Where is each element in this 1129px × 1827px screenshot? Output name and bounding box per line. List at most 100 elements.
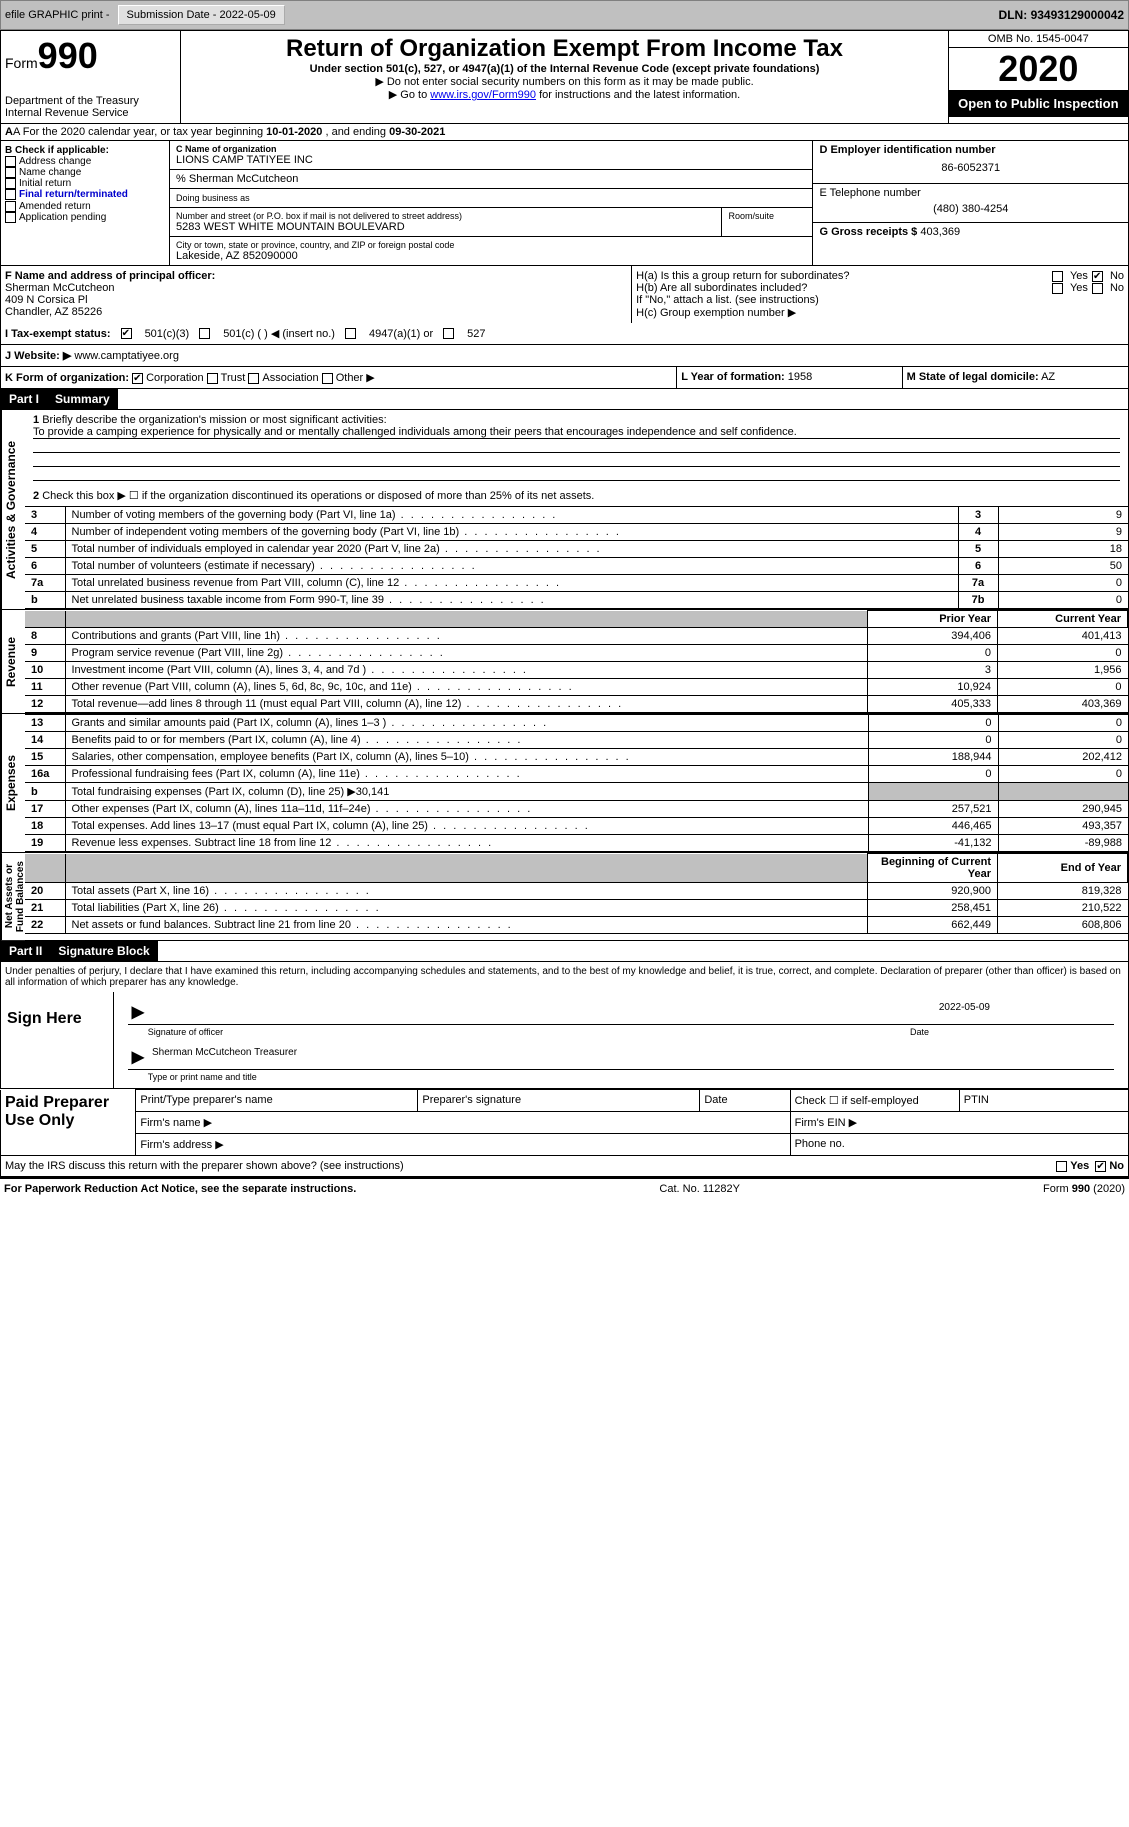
instr-1: ▶ Do not enter social security numbers o… bbox=[185, 75, 943, 88]
room-label: Room/suite bbox=[728, 211, 806, 221]
sig-date-value: 2022-05-09 bbox=[939, 1002, 990, 1022]
table-row: 14Benefits paid to or for members (Part … bbox=[25, 732, 1128, 749]
website-value: www.camptatiyee.org bbox=[74, 350, 179, 362]
table-row: 3Number of voting members of the governi… bbox=[25, 507, 1128, 524]
chk-final-return[interactable]: Final return/terminated bbox=[5, 189, 165, 200]
chk-4947[interactable] bbox=[345, 328, 356, 339]
h-a: H(a) Is this a group return for subordin… bbox=[636, 270, 1124, 282]
firm-phone-label: Phone no. bbox=[790, 1134, 1128, 1156]
table-row: 7aTotal unrelated business revenue from … bbox=[25, 575, 1128, 592]
section-expenses: Expenses 13Grants and similar amounts pa… bbox=[0, 714, 1129, 853]
table-row: 16aProfessional fundraising fees (Part I… bbox=[25, 766, 1128, 783]
officer-addr1: 409 N Corsica Pl bbox=[5, 294, 627, 306]
chk-corp[interactable] bbox=[132, 373, 143, 384]
g-gross-label: G Gross receipts $ bbox=[819, 226, 917, 238]
vlabel-governance: Activities & Governance bbox=[1, 410, 25, 609]
e-phone-label: E Telephone number bbox=[819, 187, 1122, 199]
officer-name: Sherman McCutcheon bbox=[5, 282, 627, 294]
prep-ptin-label: PTIN bbox=[959, 1090, 1128, 1112]
chk-initial-return[interactable]: Initial return bbox=[5, 178, 165, 189]
discuss-yes[interactable] bbox=[1056, 1161, 1067, 1172]
dept-treasury: Department of the Treasury Internal Reve… bbox=[5, 95, 176, 119]
table-row: 15Salaries, other compensation, employee… bbox=[25, 749, 1128, 766]
dln: DLN: 93493129000042 bbox=[999, 8, 1124, 22]
section-revenue: Revenue Prior YearCurrent Year 8Contribu… bbox=[0, 610, 1129, 714]
signature-block: Sign Here ▶ 2022-05-09 Signature of offic… bbox=[0, 992, 1129, 1089]
street-value: 5283 WEST WHITE MOUNTAIN BOULEVARD bbox=[176, 221, 715, 233]
officer-addr2: Chandler, AZ 85226 bbox=[5, 306, 627, 318]
mission-text: To provide a camping experience for phys… bbox=[33, 426, 1120, 439]
ha-no[interactable] bbox=[1092, 271, 1103, 282]
chk-name-change[interactable]: Name change bbox=[5, 167, 165, 178]
vlabel-expenses: Expenses bbox=[1, 714, 25, 852]
gross-receipts-value: 403,369 bbox=[920, 226, 960, 238]
table-row: 17Other expenses (Part IX, column (A), l… bbox=[25, 801, 1128, 818]
form990-link[interactable]: www.irs.gov/Form990 bbox=[430, 89, 536, 101]
table-row: bTotal fundraising expenses (Part IX, co… bbox=[25, 783, 1128, 801]
paid-preparer-table: Paid Preparer Use Only Print/Type prepar… bbox=[0, 1089, 1129, 1156]
submission-date-button[interactable]: Submission Date - 2022-05-09 bbox=[118, 5, 285, 25]
h-c: H(c) Group exemption number ▶ bbox=[636, 306, 1124, 319]
chk-assoc[interactable] bbox=[248, 373, 259, 384]
table-row: 13Grants and similar amounts paid (Part … bbox=[25, 715, 1128, 732]
org-name: LIONS CAMP TATIYEE INC bbox=[176, 154, 806, 166]
form-header: Form990 Department of the Treasury Inter… bbox=[0, 30, 1129, 124]
efile-label: efile GRAPHIC print - bbox=[5, 9, 110, 21]
arrow-icon: ▶ bbox=[132, 1047, 144, 1067]
hb-yes[interactable] bbox=[1052, 283, 1063, 294]
part-i-header: Part I Summary bbox=[0, 389, 1129, 410]
chk-amended[interactable]: Amended return bbox=[5, 201, 165, 212]
chk-501c[interactable] bbox=[199, 328, 210, 339]
discuss-no[interactable] bbox=[1095, 1161, 1106, 1172]
chk-501c3[interactable] bbox=[121, 328, 132, 339]
firm-ein-label: Firm's EIN ▶ bbox=[790, 1112, 1128, 1134]
chk-application-pending[interactable]: Application pending bbox=[5, 212, 165, 223]
chk-other[interactable] bbox=[322, 373, 333, 384]
phone-value: (480) 380-4254 bbox=[819, 199, 1122, 219]
h-b: H(b) Are all subordinates included? Yes … bbox=[636, 282, 1124, 294]
header-block-bcdefg: B Check if applicable: Address change Na… bbox=[0, 141, 1129, 265]
row-i-tax-exempt: I Tax-exempt status: 501(c)(3) 501(c) ( … bbox=[0, 323, 1129, 345]
prep-check-label: Check ☐ if self-employed bbox=[790, 1090, 959, 1112]
paid-preparer-label: Paid Preparer Use Only bbox=[1, 1090, 136, 1156]
form-subtitle: Under section 501(c), 527, or 4947(a)(1)… bbox=[185, 63, 943, 75]
table-row: 12Total revenue—add lines 8 through 11 (… bbox=[25, 696, 1128, 713]
city-value: Lakeside, AZ 852090000 bbox=[176, 250, 806, 262]
year-formation: 1958 bbox=[788, 371, 812, 383]
table-row: 21Total liabilities (Part X, line 26)258… bbox=[25, 900, 1128, 917]
h-note: If "No," attach a list. (see instruction… bbox=[636, 294, 1124, 306]
row-j-website: J Website: ▶ www.camptatiyee.org bbox=[0, 345, 1129, 367]
row-klm: K Form of organization: Corporation Trus… bbox=[0, 367, 1129, 389]
ha-yes[interactable] bbox=[1052, 271, 1063, 282]
chk-address-change[interactable]: Address change bbox=[5, 156, 165, 167]
q2-text: Check this box ▶ ☐ if the organization d… bbox=[42, 490, 594, 502]
hb-no[interactable] bbox=[1092, 283, 1103, 294]
revenue-table: Prior YearCurrent Year 8Contributions an… bbox=[25, 610, 1128, 713]
table-row: 18Total expenses. Add lines 13–17 (must … bbox=[25, 818, 1128, 835]
sig-officer-label: Signature of officer bbox=[148, 1027, 910, 1037]
table-row: 22Net assets or fund balances. Subtract … bbox=[25, 917, 1128, 934]
section-governance: Activities & Governance 1 Briefly descri… bbox=[0, 410, 1129, 610]
section-b-label: B Check if applicable: bbox=[5, 145, 165, 156]
form-990-label: Form990 bbox=[5, 35, 176, 77]
pra-notice: For Paperwork Reduction Act Notice, see … bbox=[4, 1183, 356, 1195]
cat-number: Cat. No. 11282Y bbox=[659, 1183, 740, 1195]
table-row: 20Total assets (Part X, line 16)920,9008… bbox=[25, 883, 1128, 900]
prep-name-label: Print/Type preparer's name bbox=[136, 1090, 418, 1112]
part-ii-header: Part II Signature Block bbox=[0, 941, 1129, 962]
city-label: City or town, state or province, country… bbox=[176, 240, 806, 250]
table-row: 4Number of independent voting members of… bbox=[25, 524, 1128, 541]
chk-trust[interactable] bbox=[207, 373, 218, 384]
page-footer: For Paperwork Reduction Act Notice, see … bbox=[0, 1177, 1129, 1199]
arrow-icon: ▶ bbox=[132, 1002, 144, 1022]
table-row: 6Total number of volunteers (estimate if… bbox=[25, 558, 1128, 575]
firm-name-label: Firm's name ▶ bbox=[136, 1112, 790, 1134]
tax-year: 2020 bbox=[949, 48, 1128, 90]
prep-date-label: Date bbox=[700, 1090, 790, 1112]
table-row: 19Revenue less expenses. Subtract line 1… bbox=[25, 835, 1128, 852]
sign-here-label: Sign Here bbox=[1, 992, 114, 1088]
form-page-label: Form 990 (2020) bbox=[1043, 1183, 1125, 1195]
chk-527[interactable] bbox=[443, 328, 454, 339]
block-fh: F Name and address of principal officer:… bbox=[0, 265, 1129, 323]
c-name-label: C Name of organization bbox=[176, 144, 806, 154]
